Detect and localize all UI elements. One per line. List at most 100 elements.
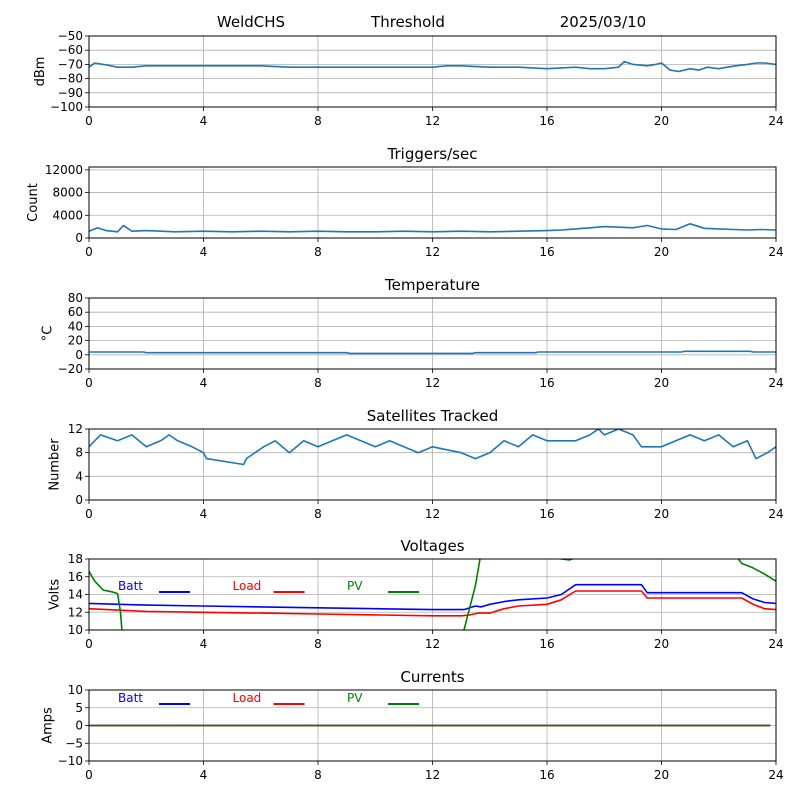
y-tick-label: 12 <box>68 422 83 436</box>
x-tick-label: 12 <box>425 114 440 128</box>
y-tick-label: −50 <box>58 29 83 43</box>
y-tick-label: −80 <box>58 72 83 86</box>
series-line-load <box>89 590 776 617</box>
x-tick-label: 0 <box>85 114 93 128</box>
x-tick-label: 12 <box>425 245 440 259</box>
x-tick-label: 24 <box>768 507 783 521</box>
x-tick-label: 0 <box>85 637 93 651</box>
y-tick-label: 16 <box>68 570 83 584</box>
y-axis-label: °C <box>40 326 55 342</box>
panel-title: Currents <box>400 668 464 686</box>
panel-6: 0 4 8 12 16 20 24 −10 −5 0 5 10 Currents Amps Batt Load… <box>40 668 783 782</box>
x-tick-label: 24 <box>768 376 783 390</box>
x-tick-label: 20 <box>654 507 669 521</box>
y-tick-label: −5 <box>65 736 83 750</box>
x-tick-label: 4 <box>200 245 208 259</box>
legend-label-load: Load <box>233 691 262 705</box>
panel-5: 0 4 8 12 16 20 24 10 12 14 16 18 Voltages Volts Batt Lo… <box>48 537 784 651</box>
panel-title: Triggers/sec <box>387 145 478 163</box>
x-tick-label: 12 <box>425 507 440 521</box>
x-tick-label: 0 <box>85 768 93 782</box>
panel-title: Temperature <box>384 276 480 294</box>
y-tick-label: −60 <box>58 43 83 57</box>
x-tick-label: 24 <box>768 768 783 782</box>
panel-title: Satellites Tracked <box>367 407 498 425</box>
x-tick-label: 24 <box>768 114 783 128</box>
y-tick-label: −10 <box>58 754 83 768</box>
y-tick-label: 4 <box>75 469 83 483</box>
y-axis-label: Volts <box>48 579 63 611</box>
series-line-main <box>89 60 776 73</box>
x-tick-label: 20 <box>654 376 669 390</box>
x-tick-label: 8 <box>314 245 322 259</box>
x-tick-label: 0 <box>85 376 93 390</box>
x-tick-label: 12 <box>425 768 440 782</box>
x-tick-label: 16 <box>539 376 554 390</box>
x-tick-label: 8 <box>314 637 322 651</box>
series-line-main <box>89 429 776 466</box>
x-tick-label: 16 <box>539 768 554 782</box>
y-tick-label: 14 <box>68 588 83 602</box>
panel-2: 0 4 8 12 16 20 24 0 4000 8000 12000 Triggers/sec Cou… <box>26 145 784 259</box>
y-tick-label: 4000 <box>52 208 83 222</box>
series-line-main <box>89 223 776 233</box>
legend-label-batt: Batt <box>118 691 143 705</box>
x-tick-label: 12 <box>425 376 440 390</box>
series-line-pv <box>89 559 776 630</box>
y-tick-label: −100 <box>50 100 83 114</box>
y-tick-label: 10 <box>68 623 83 637</box>
x-tick-label: 4 <box>200 376 208 390</box>
x-tick-label: 4 <box>200 768 208 782</box>
y-axis-label: Number <box>48 438 63 491</box>
x-tick-label: 8 <box>314 114 322 128</box>
x-tick-label: 24 <box>768 245 783 259</box>
header-mode: Threshold <box>370 13 445 31</box>
y-tick-label: 0 <box>75 719 83 733</box>
y-tick-label: −70 <box>58 57 83 71</box>
panel-title: Voltages <box>400 537 464 555</box>
panel-1: 0 4 8 12 16 20 24 −100−90−80−70−60−50 dBm <box>33 29 783 128</box>
y-tick-label: 0 <box>75 231 83 245</box>
x-tick-label: 12 <box>425 637 440 651</box>
y-tick-label: −90 <box>58 86 83 100</box>
y-tick-label: 10 <box>68 683 83 697</box>
legend-label-pv: PV <box>347 691 363 705</box>
y-tick-label: 12 <box>68 605 83 619</box>
x-tick-label: 16 <box>539 507 554 521</box>
legend-label-batt: Batt <box>118 579 143 593</box>
y-tick-label: 0 <box>75 348 83 362</box>
y-tick-label: 18 <box>68 552 83 566</box>
series-line-main <box>89 350 776 355</box>
y-tick-label: 0 <box>75 493 83 507</box>
panel-4: 0 4 8 12 16 20 24 0 4 8 12 Satellites Tracked Number <box>48 407 784 521</box>
y-tick-label: 8 <box>75 446 83 460</box>
y-tick-label: 80 <box>68 291 83 305</box>
y-axis-label: Count <box>26 183 41 222</box>
legend-label-load: Load <box>233 579 262 593</box>
x-tick-label: 20 <box>654 114 669 128</box>
y-tick-label: 5 <box>75 701 83 715</box>
x-tick-label: 4 <box>200 507 208 521</box>
y-axis-label: dBm <box>33 57 48 87</box>
x-tick-label: 4 <box>200 114 208 128</box>
x-tick-label: 8 <box>314 507 322 521</box>
y-axis-label: Amps <box>40 707 55 744</box>
x-tick-label: 8 <box>314 768 322 782</box>
y-tick-label: −20 <box>58 362 83 376</box>
x-tick-label: 8 <box>314 376 322 390</box>
y-tick-label: 20 <box>68 334 83 348</box>
x-tick-label: 0 <box>85 245 93 259</box>
y-tick-label: 8000 <box>52 186 83 200</box>
x-tick-label: 4 <box>200 637 208 651</box>
x-tick-label: 24 <box>768 637 783 651</box>
header-date: 2025/03/10 <box>560 13 646 31</box>
series-line-batt <box>89 583 776 611</box>
y-tick-label: 12000 <box>45 163 83 177</box>
x-tick-label: 16 <box>539 114 554 128</box>
x-tick-label: 0 <box>85 507 93 521</box>
x-tick-label: 16 <box>539 245 554 259</box>
